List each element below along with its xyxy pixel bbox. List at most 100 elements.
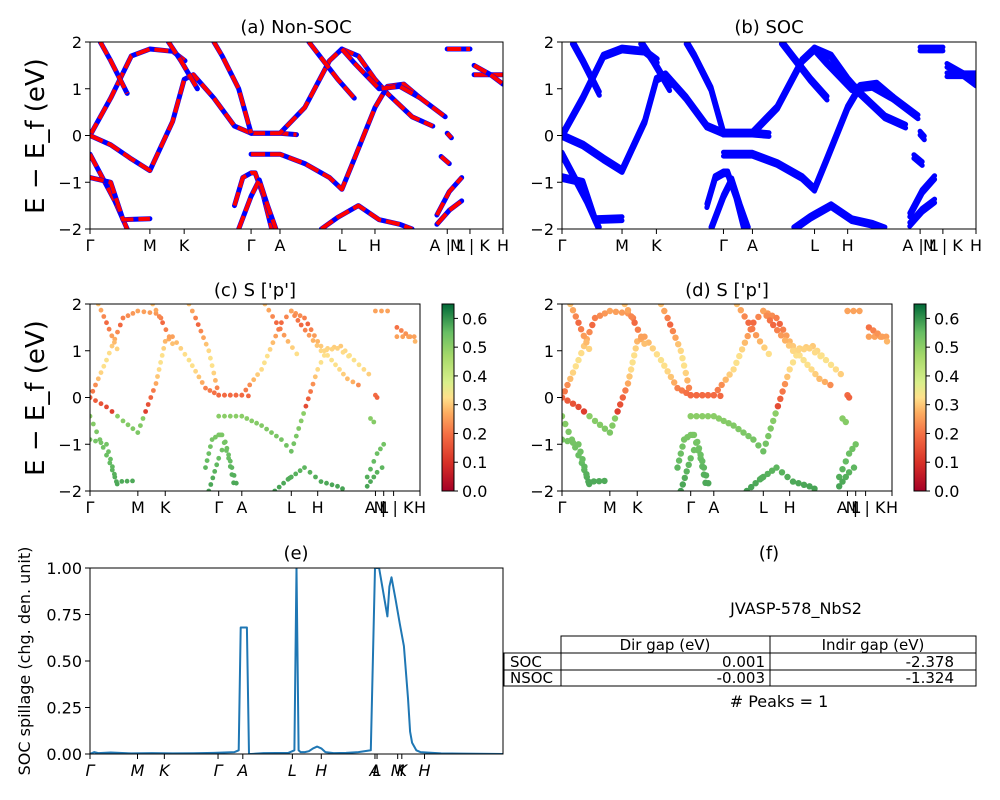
scatter-point	[697, 451, 704, 458]
scatter-point	[208, 355, 213, 361]
scatter-point	[364, 474, 370, 480]
scatter-point	[368, 416, 373, 421]
scatter-point	[98, 307, 104, 313]
scatter-point	[679, 355, 686, 362]
xtick-label-e: A	[368, 761, 380, 780]
scatter-point	[677, 347, 684, 354]
scatter-point	[94, 429, 99, 435]
scatter-point	[216, 392, 222, 398]
scatter-point	[649, 345, 656, 352]
scatter-point	[591, 417, 599, 425]
scatter-point	[302, 327, 308, 333]
scatter-point	[211, 390, 217, 396]
band-line-overlay-11	[98, 42, 129, 95]
xtick-label-c: K	[160, 498, 171, 517]
scatter-point	[585, 345, 593, 353]
scatter-point	[239, 392, 245, 398]
scatter-point	[381, 441, 387, 447]
soc-band-line-split-10	[638, 42, 673, 94]
scatter-point	[842, 418, 849, 426]
scatter-point	[631, 352, 638, 359]
scatter-point	[101, 363, 107, 369]
scatter-point	[329, 346, 335, 352]
xtick-label-d: H	[784, 498, 796, 517]
scatter-point	[839, 478, 846, 485]
panel-a-title: (a) Non-SOC	[240, 17, 351, 38]
scatter-point	[765, 350, 772, 358]
scatter-point	[130, 478, 135, 484]
scatter-point	[203, 341, 209, 347]
scatter-point	[817, 353, 824, 360]
scatter-point	[852, 441, 859, 448]
scatter-point	[156, 367, 162, 372]
scatter-point	[865, 333, 873, 340]
scatter-point	[800, 346, 808, 353]
xtick-label-e: M	[131, 761, 145, 780]
ytick-label-b: 0	[544, 127, 554, 146]
xtick-label-d: A |	[837, 498, 858, 517]
scatter-point	[611, 415, 619, 422]
scatter-point	[156, 314, 162, 319]
xtick-label-e: M	[391, 761, 405, 780]
scatter-point	[110, 464, 115, 470]
scatter-point	[163, 327, 169, 333]
xtick-label-d: L	[759, 498, 768, 517]
scatter-point	[295, 318, 301, 323]
scatter-point	[356, 362, 362, 368]
scatter-point	[247, 382, 253, 388]
colorbar-tick-label: 0.4	[934, 367, 959, 386]
scatter-point	[684, 377, 691, 384]
scatter-point	[293, 471, 299, 477]
scatter-point	[379, 465, 385, 470]
scatter-point	[750, 319, 757, 326]
xtick-label-c: A	[236, 498, 247, 517]
scatter-point	[246, 393, 251, 399]
panel-e-title: (e)	[283, 543, 308, 564]
scatter-point	[569, 307, 577, 314]
scatter-point	[683, 468, 690, 475]
xtick-label-c: Γ	[214, 498, 223, 517]
scatter-point	[95, 376, 101, 382]
scatter-point	[298, 418, 304, 424]
scatter-point	[285, 339, 291, 344]
scatter-point	[315, 339, 321, 344]
xtick-label-b: H	[970, 236, 982, 255]
scatter-point	[760, 448, 767, 455]
scatter-point	[203, 465, 208, 470]
scatter-point	[141, 309, 147, 315]
scatter-point	[789, 478, 797, 485]
scatter-point	[748, 483, 755, 491]
xtick-label-a: M	[143, 236, 157, 255]
scatter-point	[733, 359, 740, 366]
scatter-point	[297, 313, 303, 319]
scatter-point	[770, 417, 777, 425]
scatter-point	[308, 327, 314, 333]
soc-band-line-split-11	[569, 42, 602, 98]
scatter-point	[193, 315, 199, 321]
scatter-point	[341, 371, 346, 377]
scatter-point	[562, 413, 566, 420]
scatter-point	[842, 473, 849, 481]
scatter-point	[883, 338, 891, 345]
scatter-point	[269, 430, 274, 435]
scatter-point	[591, 314, 599, 322]
scatter-point	[206, 451, 212, 456]
xtick-label-b: A	[747, 236, 758, 255]
scatter-point	[657, 304, 665, 308]
scatter-point	[661, 307, 668, 315]
scatter-point	[93, 398, 98, 403]
xtick-label-e: H	[419, 761, 431, 780]
ytick-label-c: −1	[58, 435, 82, 454]
scatter-point	[106, 350, 112, 356]
scatter-point	[718, 381, 725, 389]
scatter-point	[609, 422, 616, 429]
xtick-label-a: H	[497, 236, 509, 255]
scatter-point	[161, 346, 167, 351]
xtick-label-e: A	[236, 761, 248, 780]
scatter-point	[564, 437, 571, 445]
scatter-point	[288, 474, 294, 480]
scatter-point	[407, 334, 413, 340]
scatter-point	[808, 366, 815, 373]
panel-e-plot: 1.000.750.500.250.00Γ M K Γ A L H AL MK H	[46, 559, 504, 780]
